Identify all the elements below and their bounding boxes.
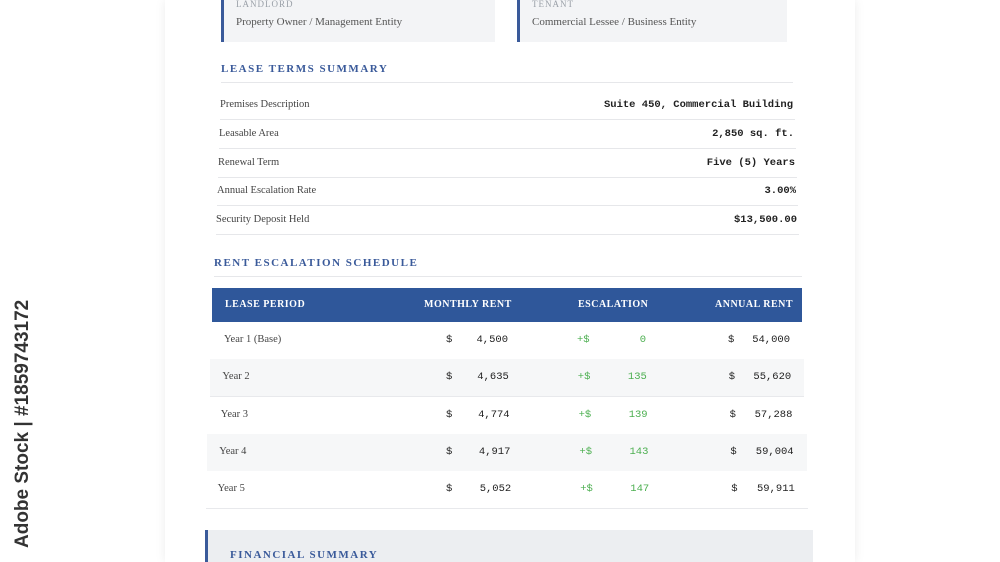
rule [216,234,799,236]
annual-rent: 57,288 [754,408,793,421]
monthly-rent: 4,500 [476,334,508,346]
table-row [207,433,807,472]
currency: $ [446,483,453,496]
currency: $ [728,334,735,346]
tenant-box: TENANT Commercial Lessee / Business Enti… [517,0,787,42]
escalation: 139 [628,408,648,421]
term-label: Renewal Term [218,156,280,168]
term-value: Suite 450, Commercial Building [603,99,793,111]
escalation: 147 [630,483,650,496]
rule [217,205,798,207]
landlord-box: LANDLORD Property Owner / Management Ent… [221,0,495,42]
monthly-rent: 4,635 [477,371,509,384]
table-row [208,396,806,435]
term-value: Five (5) Years [706,156,795,169]
column-header: ESCALATION [578,299,649,310]
currency: $ [731,483,738,496]
lease-period: Year 3 [220,408,249,420]
escalation: 135 [627,371,647,384]
section-title: RENT ESCALATION SCHEDULE [214,257,419,269]
table-row [212,322,802,360]
escalation: 143 [629,445,649,458]
party-label: LANDLORD [236,0,294,9]
currency: +$ [577,371,591,384]
term-value: $13,500.00 [733,214,797,227]
lease-period: Year 4 [219,445,247,457]
term-label: Annual Escalation Rate [217,185,317,197]
table-header [212,288,802,322]
term-label: Security Deposit Held [216,214,310,226]
currency: $ [728,371,736,384]
currency: $ [446,371,453,384]
column-header: ANNUAL RENT [715,299,794,310]
section-title: LEASE TERMS SUMMARY [221,63,389,75]
escalation: 0 [639,334,646,346]
annual-rent: 55,620 [753,371,792,384]
section-title: FINANCIAL SUMMARY [230,549,379,561]
rule [220,119,795,120]
currency: $ [446,408,453,421]
currency: +$ [579,445,592,458]
table-row [205,471,809,510]
monthly-rent: 4,774 [478,408,510,421]
rule [218,176,797,178]
annual-rent: 59,911 [757,483,795,496]
lease-period: Year 1 (Base) [224,334,282,345]
column-header: MONTHLY RENT [424,299,512,310]
annual-rent: 59,004 [755,445,794,458]
currency: +$ [578,408,592,421]
currency: $ [446,445,453,458]
annual-rent: 54,000 [752,334,790,346]
currency: +$ [580,483,593,496]
party-value: Commercial Lessee / Business Entity [532,16,697,28]
column-header: LEASE PERIOD [225,299,306,310]
currency: +$ [577,334,590,346]
rule [219,147,796,149]
rule [221,82,793,83]
currency: $ [730,445,737,458]
rule [214,276,802,277]
monthly-rent: 5,052 [479,483,512,496]
monthly-rent: 4,917 [478,445,511,458]
term-value: 2,850 sq. ft. [712,127,794,140]
party-value: Property Owner / Management Entity [236,16,403,28]
watermark: Adobe Stock | #1859743172 [12,299,33,548]
currency: $ [729,408,736,421]
financial-summary-box: FINANCIAL SUMMARY [205,530,813,562]
lease-period: Year 5 [217,483,245,495]
term-label: Leasable Area [219,127,279,139]
currency: $ [446,334,453,346]
term-value: 3.00% [764,185,796,198]
term-label: Premises Description [220,99,310,110]
party-label: TENANT [532,0,574,9]
lease-period: Year 2 [222,371,250,383]
